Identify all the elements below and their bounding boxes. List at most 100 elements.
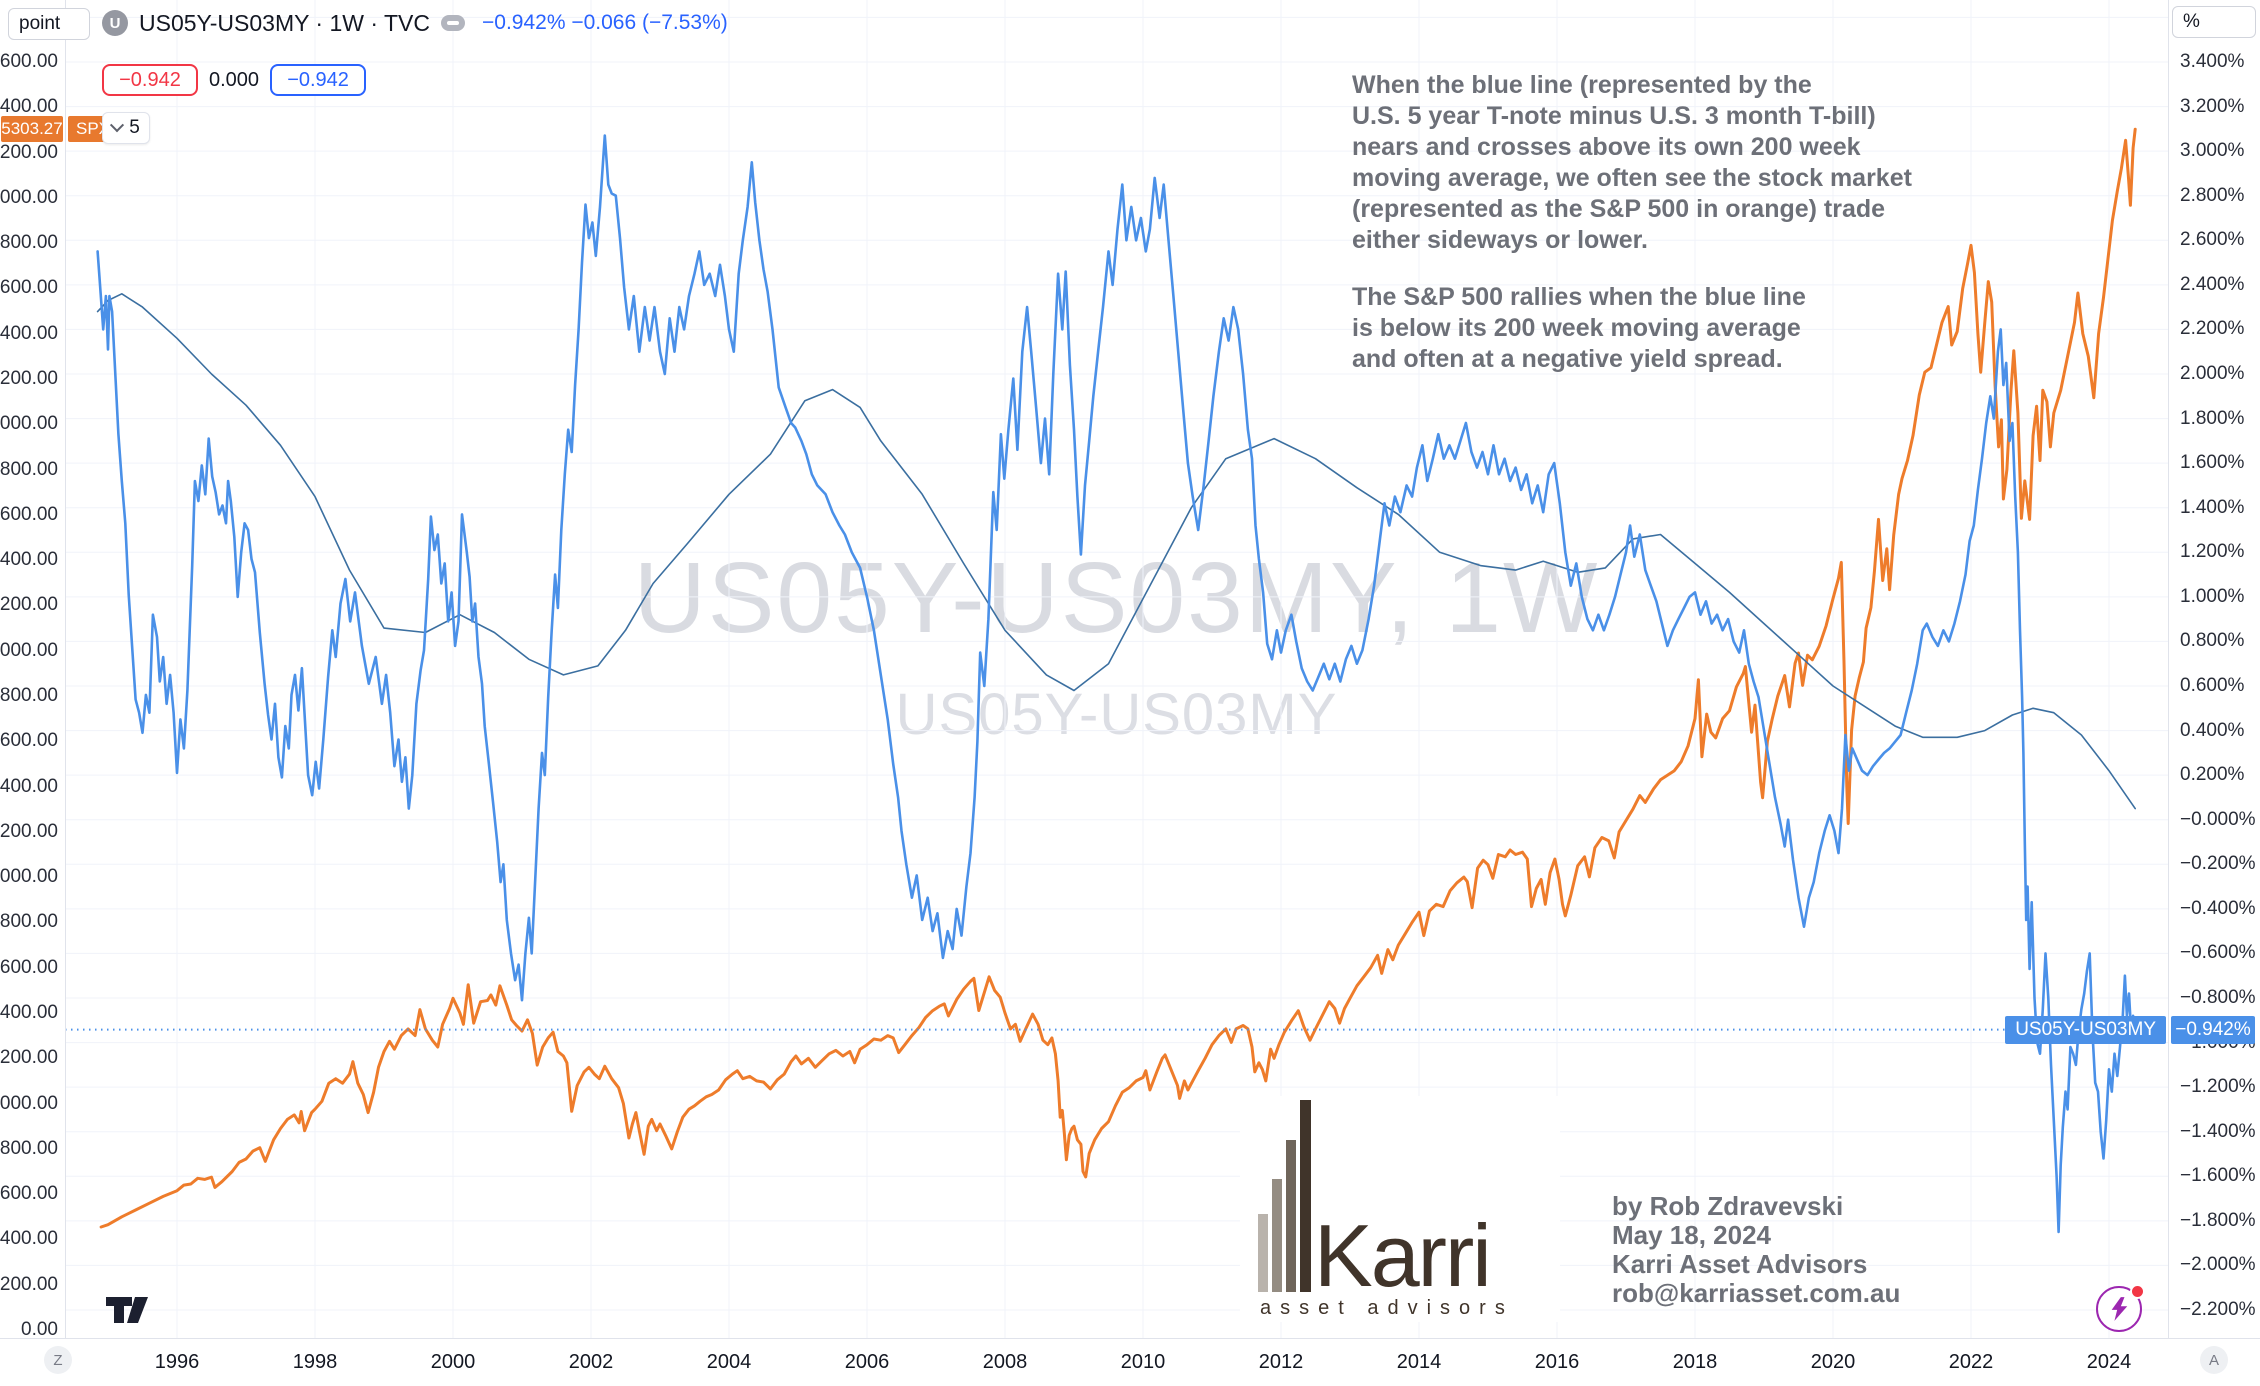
annotation-line: nears and crosses above its own 200 week xyxy=(1352,133,1861,161)
time-axis-year-label: 2008 xyxy=(982,1351,1028,1373)
chevron-down-icon xyxy=(110,118,125,133)
right-axis-tick-label: 3.400% xyxy=(2180,51,2245,72)
right-percent-axis[interactable]: 3.400% 3.200% 3.000% 2.800% 2.600% 2.400% 2.20… xyxy=(2168,0,2260,1338)
logo-bar-icon xyxy=(1258,1214,1268,1292)
time-axis-year-label: 2020 xyxy=(1810,1351,1856,1373)
left-axis-tick-label: 3800.00 xyxy=(0,458,58,480)
time-axis-year-label: 2018 xyxy=(1672,1351,1718,1373)
value-box-close: −0.942 xyxy=(270,64,367,96)
right-axis-tick-label: 1.400% xyxy=(2180,496,2245,518)
karri-logo: Karri asset advisors xyxy=(1240,1096,1560,1322)
time-axis-year-label: 2000 xyxy=(430,1351,476,1373)
annotation-line: (represented as the S&P 500 in orange) t… xyxy=(1352,195,1886,223)
right-axis-tick-label: −1.400% xyxy=(2180,1120,2256,1142)
tradingview-logo[interactable] xyxy=(104,1294,150,1326)
spx-last-price-label: 5303.27 xyxy=(1,116,63,142)
attribution-line: by Rob Zdravevski xyxy=(1612,1191,1844,1221)
gridlines xyxy=(65,0,2168,1338)
left-price-axis[interactable]: 5600.00 5400.00 5200.00 5000.00 4800.00 4600.… xyxy=(0,0,66,1340)
left-axis-tick-label: 400.00 xyxy=(0,1228,58,1250)
ohlc-values-row: −0.942 0.000 −0.942 xyxy=(102,64,367,96)
time-axis-year-label: 2022 xyxy=(1948,1351,1994,1373)
notification-dot xyxy=(2130,1284,2145,1299)
left-axis-tick-label: 3400.00 xyxy=(0,549,58,571)
scroll-left-button[interactable]: Z xyxy=(44,1346,72,1374)
series-s-p-500-spx- xyxy=(99,127,2137,1229)
right-axis-tick-label: 2.400% xyxy=(2180,273,2245,295)
right-axis-tick-label: 1.000% xyxy=(2180,585,2245,607)
logo-bar-icon xyxy=(1272,1179,1282,1292)
annotation-line: either sideways or lower. xyxy=(1352,226,1648,254)
left-axis-tick-label: 3200.00 xyxy=(0,594,58,616)
symbol-row[interactable]: U US05Y-US03MY · 1W · TVC −0.942% −0.066… xyxy=(102,8,728,38)
left-axis-tick-label: 3000.00 xyxy=(0,639,58,661)
time-axis-year-label: 2002 xyxy=(568,1351,614,1373)
axis-unit-button[interactable]: % xyxy=(2172,6,2256,38)
time-axis-year-label: 2006 xyxy=(844,1351,890,1373)
left-axis-tick-label: 5600.00 xyxy=(0,51,58,72)
value-middle: 0.000 xyxy=(209,68,260,91)
chart-legend: U US05Y-US03MY · 1W · TVC −0.942% −0.066… xyxy=(102,8,728,144)
right-axis-tick-label: 1.200% xyxy=(2180,541,2245,563)
attribution-line: May 18, 2024 xyxy=(1612,1220,1772,1250)
left-axis-tick-label: 600.00 xyxy=(0,1183,58,1205)
point-tool-box[interactable]: point xyxy=(8,8,90,40)
left-axis-tick-label: 3600.00 xyxy=(0,503,58,525)
left-axis-tick-label: 5200.00 xyxy=(0,141,58,163)
time-axis[interactable]: 1996 1998 2000 2002 2004 2006 2008 2010 2012 2014… xyxy=(0,1338,2260,1386)
right-axis-tick-label: 0.400% xyxy=(2180,719,2245,741)
right-axis-tick-label: −1.800% xyxy=(2180,1209,2256,1231)
right-axis-tick-label: −1.600% xyxy=(2180,1165,2256,1187)
right-axis-tick-label: −0.000% xyxy=(2180,808,2256,830)
time-axis-year-label: 2004 xyxy=(706,1351,752,1373)
left-axis-tick-label: 800.00 xyxy=(0,1137,58,1159)
left-axis-tick-label: 5000.00 xyxy=(0,186,58,208)
right-axis-tick-label: −2.000% xyxy=(2180,1254,2256,1276)
symbol-source-icon: U xyxy=(102,10,128,36)
right-axis-tick-label: 1.600% xyxy=(2180,452,2245,474)
time-axis-year-label: 2024 xyxy=(2086,1351,2132,1373)
right-axis-tick-label: 3.200% xyxy=(2180,95,2245,117)
left-axis-tick-label: 2600.00 xyxy=(0,730,58,752)
auto-scale-button[interactable]: A xyxy=(2200,1346,2228,1374)
left-axis-tick-label: 4800.00 xyxy=(0,232,58,254)
hide-symbol-icon[interactable] xyxy=(441,15,466,31)
value-box-low: −0.942 xyxy=(102,64,198,96)
right-axis-tick-label: −2.200% xyxy=(2180,1298,2256,1320)
attribution-line: Karri Asset Advisors xyxy=(1612,1249,1868,1279)
left-axis-tick-label: 200.00 xyxy=(0,1273,58,1295)
left-axis-tick-label: 2000.00 xyxy=(0,866,58,888)
time-axis-year-label: 2010 xyxy=(1120,1351,1166,1373)
right-axis-tick-label: 3.000% xyxy=(2180,140,2245,162)
logo-brand-name: Karri xyxy=(1314,1206,1492,1305)
attribution-block: by Rob Zdravevski May 18, 2024 Karri Ass… xyxy=(1612,1192,1900,1308)
annotation-line: When the blue line (represented by the xyxy=(1352,71,1812,99)
right-axis-tick-label: 2.200% xyxy=(2180,318,2245,340)
right-axis-tick-label: 0.800% xyxy=(2180,630,2245,652)
annotation-line: is below its 200 week moving average xyxy=(1352,314,1801,342)
indicator-count: 5 xyxy=(129,117,140,138)
attribution-line: rob@karriasset.com.au xyxy=(1612,1278,1901,1308)
annotation-line: moving average, we often see the stock m… xyxy=(1352,164,1912,192)
left-axis-tick-label: 1000.00 xyxy=(0,1092,58,1114)
indicator-collapse-button[interactable]: 5 xyxy=(102,112,150,144)
left-axis-tick-label: 4400.00 xyxy=(0,322,58,344)
time-axis-year-label: 2016 xyxy=(1534,1351,1580,1373)
right-axis-tick-label: −0.200% xyxy=(2180,853,2256,875)
right-axis-tick-label: −0.400% xyxy=(2180,897,2256,919)
left-axis-tick-label: 0.00 xyxy=(21,1319,58,1340)
left-axis-tick-label: 2400.00 xyxy=(0,775,58,797)
right-axis-tick-label: 0.600% xyxy=(2180,674,2245,696)
right-axis-tick-label: −0.800% xyxy=(2180,986,2256,1008)
left-axis-tick-label: 5400.00 xyxy=(0,96,58,118)
right-axis-tick-label: 2.600% xyxy=(2180,229,2245,251)
left-axis-tick-label: 2800.00 xyxy=(0,685,58,706)
symbol-title[interactable]: US05Y-US03MY · 1W · TVC xyxy=(139,9,431,36)
left-axis-tick-label: 1600.00 xyxy=(0,956,58,978)
symbol-change-text: −0.942% −0.066 (−7.53%) xyxy=(482,11,728,34)
annotation-line: The S&P 500 rallies when the blue line xyxy=(1352,283,1806,311)
